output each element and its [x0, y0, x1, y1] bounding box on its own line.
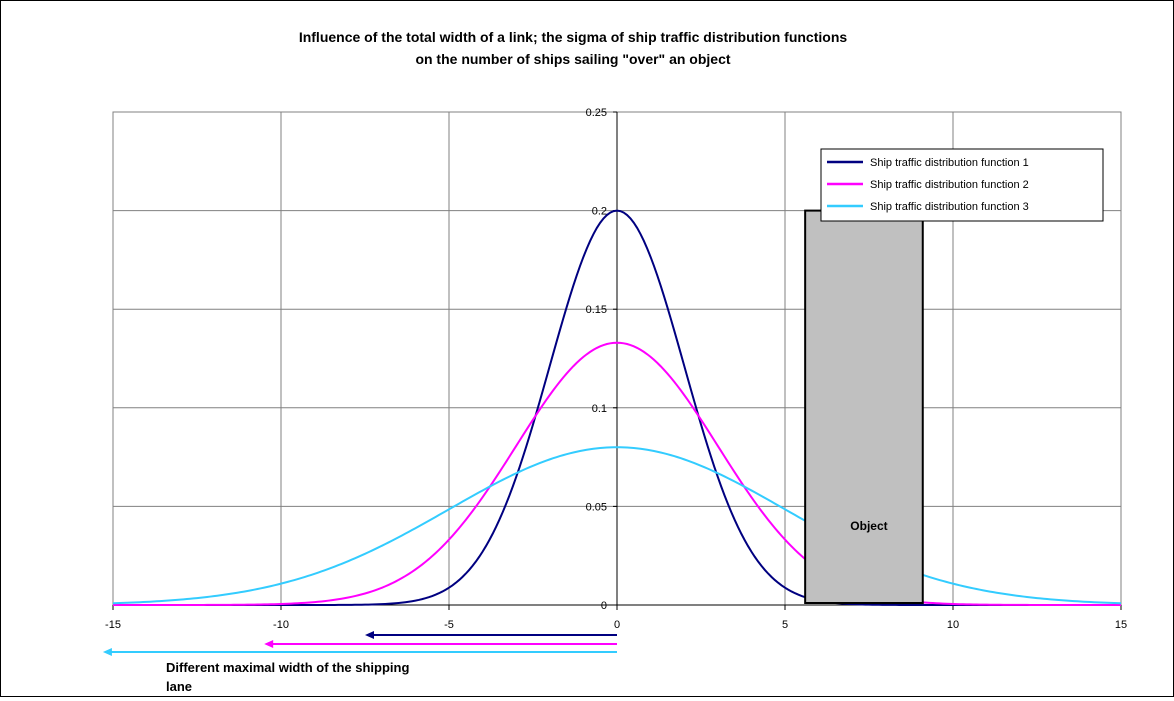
series	[112, 209, 1122, 606]
y-tick-label: 0.1	[592, 403, 607, 415]
title-line-1: Influence of the total width of a link; …	[299, 29, 848, 45]
width-arrow-2	[264, 640, 617, 648]
y-tick-label: 0.2	[592, 206, 607, 218]
arrow-annotation: Different maximal width of the shipping …	[166, 660, 409, 694]
width-arrow-3	[102, 648, 617, 656]
x-tick-label: 5	[782, 619, 788, 631]
width-arrows	[102, 631, 617, 656]
legend-label-1: Ship traffic distribution function 1	[870, 157, 1029, 169]
chart-title: Influence of the total width of a link; …	[299, 29, 848, 67]
annotation-line-2: lane	[166, 679, 192, 694]
legend-box	[820, 148, 1104, 222]
x-tick-label: -5	[444, 619, 454, 631]
series-line-2	[113, 341, 1121, 606]
x-tick-label: 10	[947, 619, 959, 631]
x-tick-label: 0	[614, 619, 620, 631]
x-tick-label: -10	[273, 619, 289, 631]
y-tick-label: 0.05	[586, 501, 607, 513]
series-line-1	[113, 209, 1121, 606]
x-tick-label: -15	[105, 619, 121, 631]
object-rect	[804, 209, 924, 604]
y-tick-label: 0.25	[586, 107, 607, 119]
width-arrow-1	[365, 631, 617, 639]
legend-label-3: Ship traffic distribution function 3	[870, 201, 1029, 213]
title-line-2: on the number of ships sailing "over" an…	[415, 51, 730, 67]
y-tick-label: 0.15	[586, 304, 607, 316]
series-line-3	[112, 446, 1122, 605]
y-tick-label: 0	[601, 600, 607, 612]
x-tick-label: 15	[1115, 619, 1127, 631]
x-axis: -15 -10 -5 0 5 10 15	[105, 605, 1127, 631]
legend-label-2: Ship traffic distribution function 2	[870, 179, 1029, 191]
annotation-line-1: Different maximal width of the shipping	[166, 660, 409, 675]
legend: Ship traffic distribution function 1 Ship…	[820, 148, 1104, 222]
object-group: Object	[804, 209, 924, 604]
object-label: Object	[850, 519, 887, 533]
